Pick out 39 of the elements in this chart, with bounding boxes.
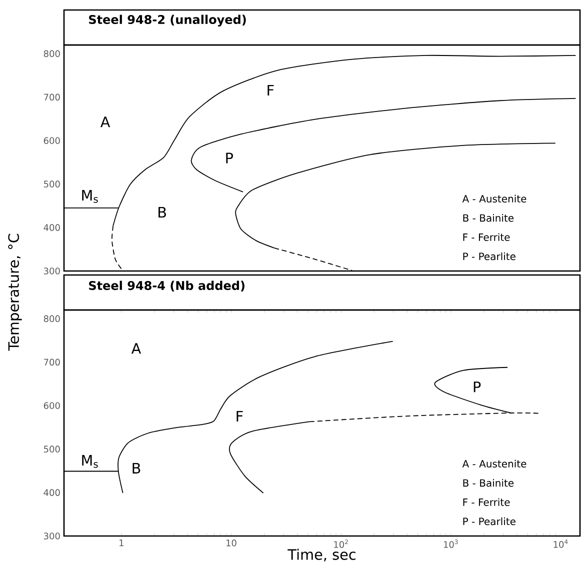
y-axis-title: Temperature, °C (8, 234, 22, 351)
annotation: F - Ferrite (463, 233, 510, 241)
x-tick-label: 10$^{4}$ (554, 540, 568, 548)
annotation: B - Bainite (463, 479, 514, 487)
x-tick-label: 10 (226, 540, 236, 546)
y-tick-label: 300 (44, 268, 60, 274)
y-tick-label: 800 (44, 315, 60, 322)
y-tick-label: 400 (44, 224, 60, 231)
annotation: F - Ferrite (463, 498, 510, 506)
x-tick-label: 10$^{3}$ (444, 540, 458, 548)
annotation: B (132, 462, 140, 474)
annotation: A - Austenite (462, 460, 526, 468)
annotation: B (158, 207, 166, 218)
chart-title: Steel 948-4 (Nb added) (89, 280, 244, 292)
y-tick-label: 700 (44, 358, 60, 366)
annotation: M$_{s}$ (82, 190, 98, 203)
x-tick-label: 1 (120, 540, 124, 546)
annotation: M$_{s}$ (82, 455, 98, 468)
x-tick-label: 10$^{2}$ (334, 540, 348, 548)
y-tick-label: 400 (44, 489, 60, 496)
y-tick-label: 700 (44, 94, 60, 101)
y-tick-label: 300 (44, 532, 60, 540)
y-tick-label: 600 (44, 402, 60, 410)
annotation: P - Pearlite (463, 252, 516, 260)
chart-title: Steel 948-2 (unalloyed) (89, 14, 246, 26)
annotation: P (474, 382, 481, 392)
y-tick-label: 500 (44, 446, 60, 452)
annotation: P - Pearlite (463, 517, 516, 526)
y-tick-label: 500 (44, 180, 60, 188)
annotation: A (100, 116, 110, 128)
x-axis-title: Time, sec (288, 548, 356, 562)
annotation: F (236, 410, 243, 422)
annotation: A - Austenite (462, 194, 526, 203)
annotation: A (131, 343, 142, 354)
annotation: B - Bainite (463, 214, 514, 222)
annotation: F (268, 84, 274, 96)
annotation: P (226, 152, 233, 164)
y-tick-label: 800 (44, 50, 60, 58)
y-tick-label: 600 (44, 137, 60, 144)
